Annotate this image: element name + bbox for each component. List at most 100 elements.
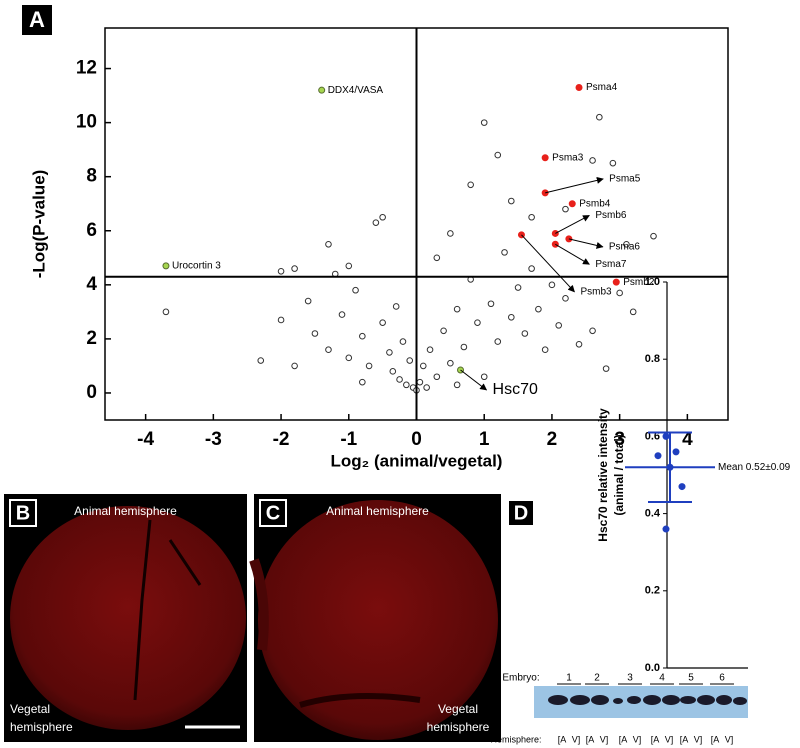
point-label: Psma4 [586, 82, 618, 93]
data-point [562, 295, 569, 302]
y-tick-label: 12 [76, 58, 97, 79]
point-label: Psmb3 [580, 286, 612, 297]
data-point [568, 200, 576, 208]
x-tick-label: -3 [205, 429, 222, 450]
y-tick-label: 1.0 [645, 276, 660, 288]
data-point [650, 232, 657, 240]
data-point [352, 286, 359, 294]
data-point [379, 319, 386, 326]
data-point [555, 322, 563, 329]
x-tick-label: 1 [479, 429, 490, 450]
data-point [501, 249, 508, 256]
data-point [487, 300, 495, 308]
point-label: Psma5 [609, 174, 641, 185]
data-point [629, 308, 637, 316]
data-point [325, 346, 332, 354]
y-tick-label: 0.2 [645, 585, 660, 597]
panel-label-box [259, 499, 287, 527]
data-point [662, 432, 670, 440]
x-axis-label: Log₂ (animal/vegetal) [331, 451, 503, 470]
annotation-arrow [460, 369, 488, 391]
data-point [474, 319, 481, 326]
x-tick-label: -1 [340, 429, 357, 450]
region-label: Vegetal [10, 702, 50, 716]
data-point [325, 240, 332, 248]
region-label: hemisphere [10, 720, 73, 734]
panel-label-box [22, 5, 52, 35]
data-point [392, 303, 400, 310]
hemisphere-label: V] [633, 734, 642, 744]
data-point [562, 205, 569, 213]
panel-label-box [9, 499, 37, 527]
data-point [396, 376, 403, 383]
data-point [654, 452, 662, 460]
x-tick-label: 4 [682, 429, 693, 450]
y-tick-label: 8 [86, 166, 97, 187]
hemisphere-label: [A [586, 734, 595, 744]
data-point [494, 151, 502, 159]
data-point [440, 327, 447, 335]
y-tick-label: 0.8 [645, 353, 660, 365]
hemisphere-label: [A [651, 734, 660, 744]
point-label: Urocortin 3 [172, 261, 221, 272]
embryo-number: 4 [659, 673, 665, 684]
data-point [575, 341, 583, 348]
hemisphere-label: V] [725, 734, 734, 744]
data-point [589, 327, 596, 335]
data-point [494, 338, 502, 345]
embryo-number: 3 [627, 673, 633, 684]
region-label: hemisphere [427, 720, 490, 734]
hemisphere-label: [A [619, 734, 628, 744]
y-tick-label: 10 [76, 112, 97, 133]
data-point [379, 213, 386, 221]
y-tick-label: 6 [86, 220, 97, 241]
data-point [535, 305, 542, 313]
data-point [162, 308, 170, 316]
data-point [447, 230, 454, 237]
y-tick-label: 0 [86, 382, 97, 403]
data-point [399, 338, 407, 345]
hemisphere-label: [A [558, 734, 567, 744]
y-tick-label: 0.0 [645, 662, 660, 674]
data-point [453, 381, 461, 389]
annotation-arrow [555, 215, 590, 234]
data-point [596, 113, 603, 121]
data-point [589, 157, 596, 164]
region-label: Vegetal [438, 702, 478, 716]
point-label: Psma7 [595, 259, 627, 270]
blot-bands [548, 695, 747, 705]
data-point [372, 219, 380, 226]
embryo-number: 5 [688, 673, 694, 684]
data-point [480, 373, 488, 381]
tissue-edge [249, 558, 269, 651]
annotation-arrow [521, 234, 575, 293]
data-point [345, 262, 353, 270]
point-label: Psma6 [609, 242, 641, 253]
data-point [662, 525, 670, 533]
x-tick-label: 3 [614, 429, 625, 450]
data-point [433, 373, 441, 381]
region-label: Animal hemisphere [326, 504, 429, 518]
data-point [612, 278, 620, 286]
x-tick-label: -2 [273, 429, 290, 450]
data-point [575, 83, 583, 91]
data-point [514, 284, 522, 291]
y-axis-label: Hsc70 relative intensity [596, 408, 610, 542]
data-point [338, 311, 346, 318]
data-point [508, 197, 515, 205]
point-label: Psmb6 [595, 210, 627, 221]
hemisphere-label: V] [572, 734, 581, 744]
y-axis-label: -Log(P-value) [29, 170, 48, 279]
crack [299, 693, 421, 708]
annotation-arrow [568, 238, 604, 249]
embryo-section [10, 506, 246, 730]
data-point [672, 448, 680, 456]
data-point [277, 316, 285, 324]
data-point [460, 343, 468, 351]
data-point [277, 268, 285, 275]
data-point [389, 368, 397, 375]
hemisphere-label: V] [600, 734, 609, 744]
data-point [426, 346, 434, 354]
crack [133, 519, 202, 701]
